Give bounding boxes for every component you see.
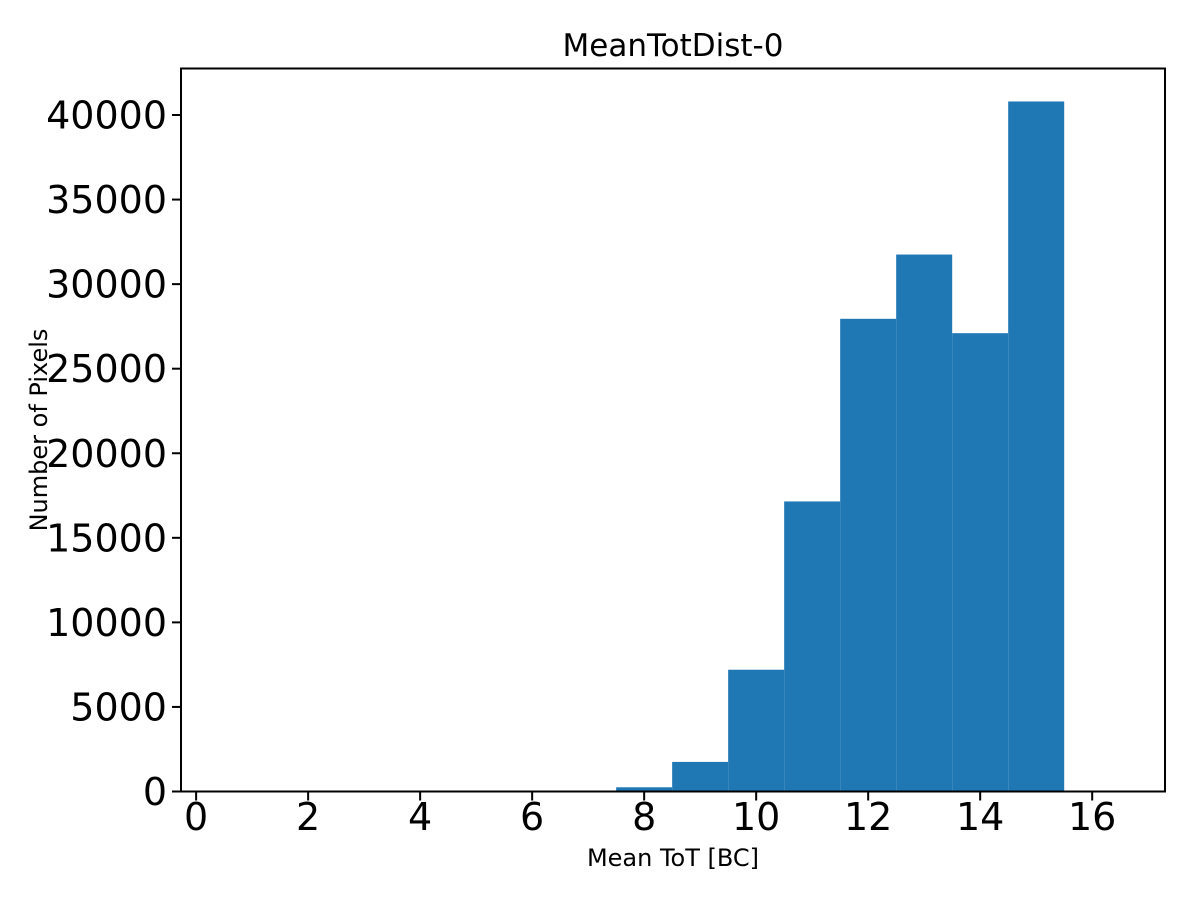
- x-tick-label: 14: [956, 795, 1004, 839]
- y-tick-label: 15000: [46, 516, 167, 560]
- y-tick-label: 35000: [46, 178, 167, 222]
- y-tick-label: 20000: [46, 432, 167, 476]
- x-tick-label: 2: [296, 795, 320, 839]
- x-tick-label: 16: [1068, 795, 1116, 839]
- x-tick-label: 0: [184, 795, 208, 839]
- histogram-bar: [784, 501, 841, 792]
- y-tick-label: 10000: [46, 601, 167, 645]
- histogram-bar: [952, 333, 1009, 792]
- x-tick-label: 12: [844, 795, 892, 839]
- y-tick-label: 0: [143, 770, 167, 814]
- y-tick-label: 40000: [46, 94, 167, 138]
- x-axis-label: Mean ToT [BC]: [587, 844, 759, 872]
- x-tick-label: 6: [520, 795, 544, 839]
- histogram-bar: [840, 318, 897, 792]
- histogram-bar: [672, 761, 729, 792]
- y-tick-label: 30000: [46, 263, 167, 307]
- chart-title: MeanTotDist-0: [563, 28, 784, 64]
- y-axis-label: Number of Pixels: [25, 329, 53, 532]
- histogram-bar: [1008, 101, 1065, 792]
- y-axis-ticks: 0 5000 10000 15000 20000 25000 30000 35000 40000: [46, 94, 181, 814]
- y-tick-label: 25000: [46, 347, 167, 391]
- bars-group: [616, 101, 1065, 792]
- x-tick-label: 10: [732, 795, 780, 839]
- x-tick-label: 8: [632, 795, 656, 839]
- x-axis-ticks: 0 2 4 6 8 10 12 14 16: [184, 791, 1116, 839]
- histogram-bar: [896, 254, 953, 792]
- y-tick-label: 5000: [70, 685, 167, 729]
- plot-border: [180, 67, 1166, 793]
- histogram-bar: [616, 787, 673, 792]
- x-tick-label: 4: [408, 795, 432, 839]
- histogram-bar: [728, 669, 785, 792]
